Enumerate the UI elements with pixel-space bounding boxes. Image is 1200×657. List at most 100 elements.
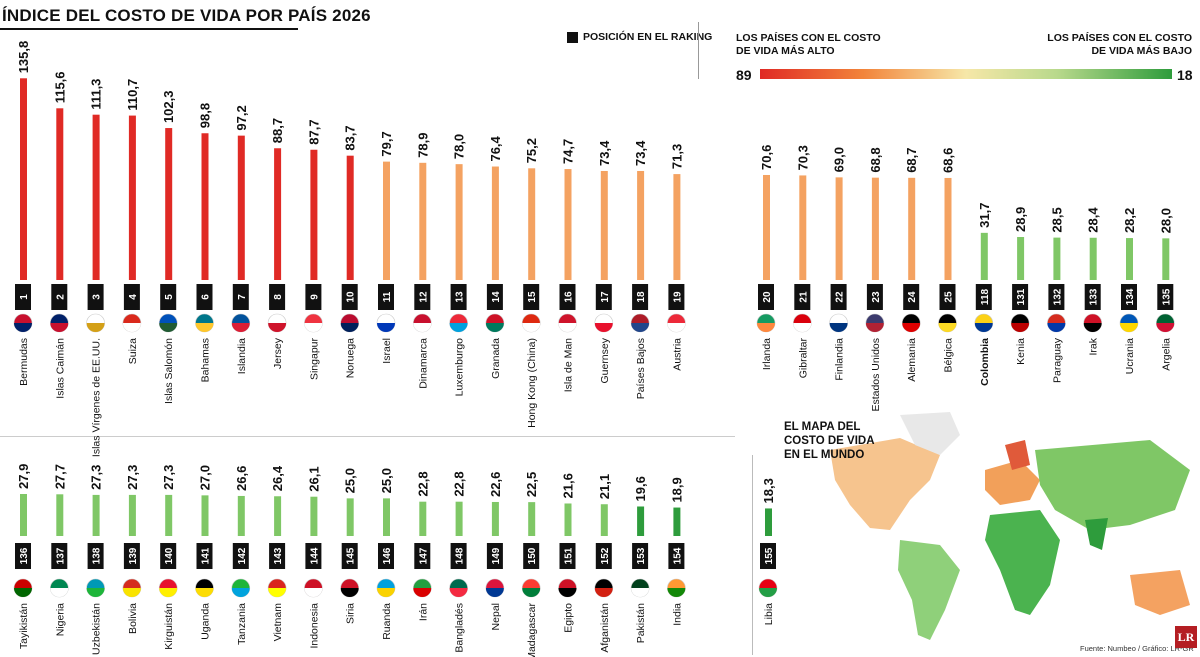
flag-icon-stripe bbox=[522, 588, 541, 597]
rank-label: 10 bbox=[346, 291, 357, 303]
map-south-america bbox=[898, 540, 960, 640]
country-label: India bbox=[671, 603, 683, 626]
bar-Madagascar bbox=[528, 502, 536, 536]
flag-icon-stripe bbox=[268, 588, 287, 597]
country-label: Bermudas bbox=[18, 338, 30, 386]
bar-Siria bbox=[346, 498, 354, 536]
bar-Uganda bbox=[201, 495, 209, 536]
country-label: Afganistán bbox=[599, 603, 611, 653]
source-note: Fuente: Numbeo / Gráfico: LR-GR bbox=[1080, 644, 1194, 653]
country-label: Tayikistán bbox=[18, 603, 30, 649]
map-asia bbox=[1035, 440, 1190, 530]
flag-icon-stripe bbox=[938, 323, 957, 332]
map-india bbox=[1085, 518, 1108, 550]
country-label: Uzbekistán bbox=[91, 603, 103, 655]
rank-box bbox=[232, 543, 249, 569]
lr-logo: LR bbox=[1175, 626, 1197, 648]
value-label: 70,6 bbox=[759, 145, 774, 170]
flag-icon-stripe bbox=[631, 588, 650, 597]
flag-icon-stripe bbox=[268, 323, 287, 332]
rank-label: 133 bbox=[1089, 288, 1100, 305]
flag-icon-stripe bbox=[631, 323, 650, 332]
rank-box bbox=[939, 284, 956, 310]
value-label: 18,3 bbox=[761, 478, 776, 503]
value-label: 28,4 bbox=[1086, 207, 1101, 233]
flag-icon-stripe bbox=[1011, 323, 1030, 332]
rank-label: 118 bbox=[980, 288, 991, 305]
bar-Bolivia bbox=[128, 494, 136, 536]
rank-box bbox=[595, 543, 612, 569]
rank-box bbox=[232, 284, 249, 310]
bar-Israel bbox=[383, 161, 390, 280]
bar-Bermudas bbox=[20, 78, 27, 280]
map-north-america bbox=[830, 438, 940, 530]
value-label: 87,7 bbox=[306, 119, 321, 144]
rank-box bbox=[196, 284, 213, 310]
rank-box bbox=[668, 284, 685, 310]
value-label: 28,5 bbox=[1049, 207, 1064, 232]
flag-icon-stripe bbox=[86, 323, 105, 332]
flag-icon-stripe bbox=[594, 588, 613, 597]
bar-Irlanda bbox=[763, 174, 770, 280]
bar-Austria bbox=[673, 174, 681, 280]
value-label: 26,4 bbox=[270, 465, 285, 491]
value-label: 26,1 bbox=[306, 466, 321, 491]
country-label: Bahamas bbox=[200, 338, 212, 382]
value-label: 26,6 bbox=[234, 466, 249, 491]
value-label: 68,6 bbox=[941, 148, 956, 173]
flag-icon-stripe bbox=[667, 588, 686, 597]
bar-Vietnam bbox=[274, 496, 282, 536]
rank-label: 24 bbox=[907, 291, 918, 303]
rank-label: 4 bbox=[128, 294, 139, 300]
value-label: 102,3 bbox=[161, 91, 176, 124]
flag-icon-stripe bbox=[195, 323, 214, 332]
map-australia bbox=[1130, 570, 1190, 615]
bar-Irán bbox=[419, 501, 427, 536]
value-label: 27,3 bbox=[125, 465, 140, 490]
flag-icon-stripe bbox=[377, 588, 395, 597]
value-label: 27,9 bbox=[16, 464, 31, 489]
bar-Países Bajos bbox=[637, 170, 645, 280]
rank-label: 137 bbox=[55, 547, 66, 564]
rank-label: 20 bbox=[762, 291, 773, 303]
value-label: 88,7 bbox=[270, 118, 285, 143]
value-label: 21,1 bbox=[597, 474, 612, 499]
country-label: Kenia bbox=[1015, 338, 1027, 365]
bar-Islas Salomón bbox=[165, 128, 173, 280]
map-greenland bbox=[900, 412, 960, 455]
flag-icon-stripe bbox=[340, 588, 359, 597]
bar-Indonesia bbox=[310, 496, 318, 536]
rank-label: 6 bbox=[201, 294, 212, 300]
rank-box bbox=[1048, 284, 1065, 310]
value-label: 18,9 bbox=[669, 477, 684, 502]
bar-Noruega bbox=[346, 155, 354, 280]
flag-icon-stripe bbox=[159, 588, 178, 597]
country-label: Países Bajos bbox=[635, 338, 647, 399]
rank-label: 18 bbox=[636, 291, 647, 303]
bar-Kenia bbox=[1017, 237, 1025, 280]
bar-Jersey bbox=[274, 148, 282, 280]
country-label: Argelia bbox=[1160, 338, 1172, 371]
value-label: 68,8 bbox=[868, 147, 883, 172]
country-label: Vietnam bbox=[272, 603, 284, 642]
rank-box bbox=[341, 284, 358, 310]
flag-icon-stripe bbox=[86, 588, 105, 597]
rank-box bbox=[160, 284, 177, 310]
flag-icon-stripe bbox=[50, 588, 69, 597]
page-title: ÍNDICE DEL COSTO DE VIDA POR PAÍS 2026 bbox=[2, 6, 371, 25]
bar-Uzbekistán bbox=[92, 494, 100, 536]
country-label: Ucrania bbox=[1124, 338, 1136, 374]
rank-label: 12 bbox=[418, 291, 429, 303]
rank-label: 8 bbox=[273, 294, 284, 300]
rank-box bbox=[794, 284, 811, 310]
rank-legend: POSICIÓN EN EL RAKING bbox=[567, 31, 712, 43]
rank-label: 22 bbox=[835, 291, 846, 303]
rank-box bbox=[595, 284, 612, 310]
rank-box bbox=[51, 543, 68, 569]
rank-box bbox=[51, 284, 68, 310]
rank-label: 152 bbox=[600, 547, 611, 564]
flag-icon-stripe bbox=[667, 323, 686, 332]
rank-box bbox=[378, 543, 394, 569]
flag-icon-stripe bbox=[865, 323, 884, 332]
flag-icon-stripe bbox=[594, 323, 613, 332]
